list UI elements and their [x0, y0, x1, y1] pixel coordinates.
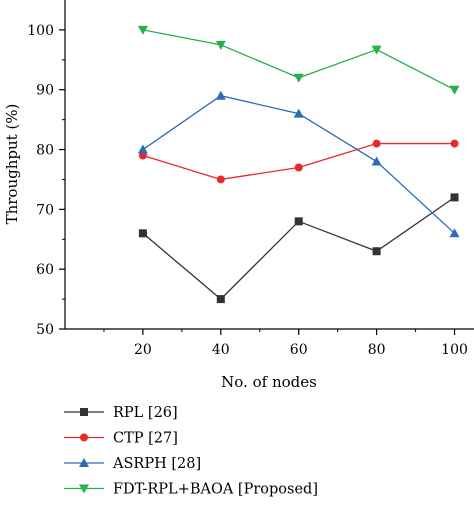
legend-marker [80, 433, 88, 442]
data-point [372, 139, 381, 148]
data-point [215, 40, 226, 50]
series-1 [138, 139, 459, 184]
x-tick-label: 20 [134, 342, 152, 358]
y-tick-label: 90 [36, 83, 54, 99]
legend-marker [79, 458, 89, 467]
x-tick-label: 60 [290, 342, 308, 358]
series-line [142, 142, 455, 181]
legend-label: CTP [27] [113, 431, 178, 447]
y-tick-label: 70 [36, 202, 54, 218]
data-point [137, 144, 148, 154]
y-ticks: 50 60 70 80 90 100 [27, 23, 65, 338]
data-point [294, 217, 303, 226]
data-point [216, 175, 225, 184]
legend-marker [79, 484, 89, 494]
series-3 [137, 25, 460, 95]
data-point [138, 229, 147, 238]
data-point [449, 228, 460, 238]
data-point [293, 108, 304, 118]
data-point [371, 45, 382, 55]
y-tick-label: 100 [27, 23, 54, 39]
legend-marker [80, 408, 88, 416]
legend-item: FDT-RPL+BAOA [Proposed] [64, 482, 318, 498]
x-tick-label: 40 [212, 342, 230, 358]
x-tick-label: 80 [368, 342, 386, 358]
y-tick-label: 80 [36, 143, 54, 159]
data-point [137, 25, 148, 35]
data-point [372, 247, 381, 256]
legend-label: RPL [26] [113, 405, 178, 421]
legend: RPL [26] CTP [27] ASRPH [28] FDT-RPL+BAOA [… [64, 405, 318, 498]
data-point [450, 139, 459, 148]
axes [64, 0, 474, 330]
x-tick-label: 100 [441, 342, 468, 358]
data-point [216, 295, 225, 304]
series-layer [137, 25, 460, 304]
data-point [449, 85, 460, 95]
series-0 [138, 193, 459, 304]
x-ticks: 20 40 60 80 100 [103, 329, 468, 358]
x-axis-label: No. of nodes [221, 373, 317, 391]
series-2 [137, 90, 460, 238]
legend-item: ASRPH [28] [64, 456, 201, 472]
data-point [294, 163, 303, 172]
legend-item: CTP [27] [64, 431, 178, 447]
legend-item: RPL [26] [64, 405, 178, 421]
data-point [293, 73, 304, 83]
data-point [215, 90, 226, 100]
y-tick-label: 50 [36, 322, 54, 338]
data-point [371, 156, 382, 166]
y-axis-label: Throughput (%) [3, 104, 21, 225]
y-tick-label: 60 [36, 262, 54, 278]
series-line [142, 196, 455, 300]
legend-label: FDT-RPL+BAOA [Proposed] [113, 482, 318, 498]
legend-label: ASRPH [28] [112, 456, 201, 472]
data-point [450, 193, 459, 202]
